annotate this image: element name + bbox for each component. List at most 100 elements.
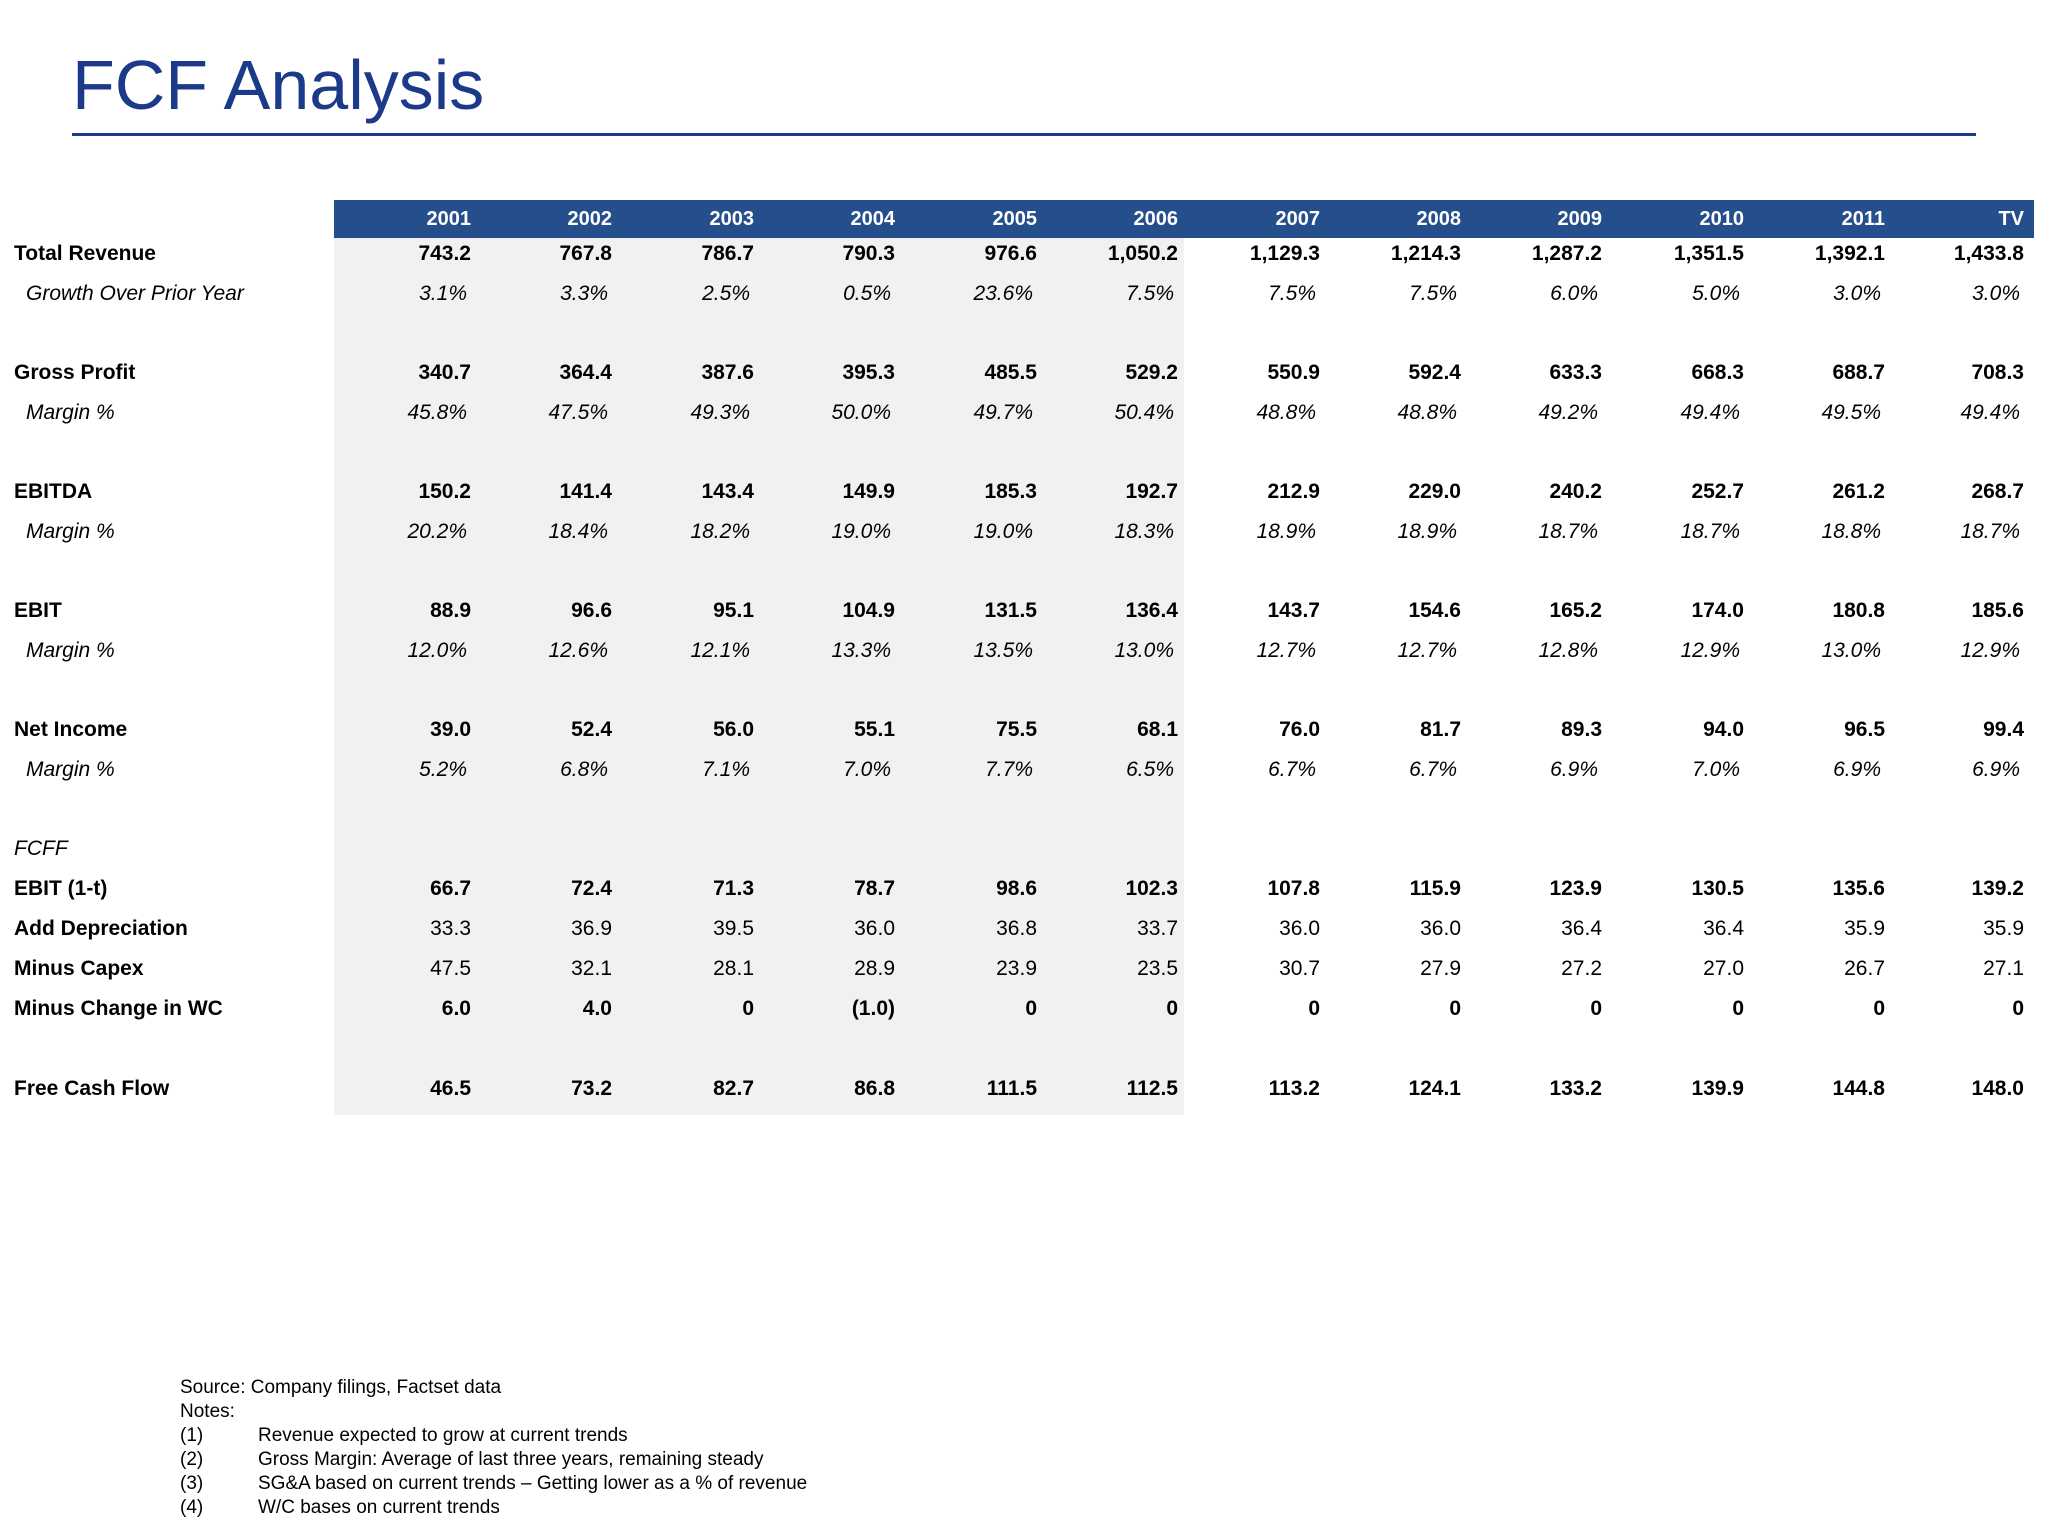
row-label: Growth Over Prior Year [26,282,244,305]
column-header-2003: 2003 [709,208,755,230]
column-header-2006: 2006 [1133,208,1179,230]
table-cell: 50.4% [1114,401,1174,424]
row-label: Add Depreciation [14,917,188,940]
table-cell: 139.9 [1691,1077,1744,1100]
table-row: Margin % 20.2% 18.4% 18.2% 19.0% 19.0% 18.3% 18… [0,512,2048,552]
table-cell: 18.4% [548,520,608,543]
table-cell: 94.0 [1703,718,1744,741]
table-cell: 1,392.1 [1814,242,1885,265]
table-cell: 76.0 [1279,718,1320,741]
table-cell: 6.7% [1409,758,1457,781]
column-header-2008: 2008 [1416,208,1462,230]
table-cell: 633.3 [1549,361,1602,384]
table-cell: 96.6 [571,599,612,622]
table-cell: 3.3% [560,282,608,305]
table-cell: 0.5% [843,282,891,305]
table-cell: 1,214.3 [1390,242,1461,265]
table-cell: 86.8 [854,1077,895,1100]
table-cell: 6.0% [1550,282,1598,305]
table-cell: 6.8% [560,758,608,781]
table-cell: 39.5 [713,917,754,940]
column-header-2005: 2005 [992,208,1038,230]
note-number: (4) [180,1497,204,1518]
table-cell: 0 [1732,997,1744,1020]
table-cell: 150.2 [418,480,471,503]
row-label: Margin % [26,639,115,662]
table-cell: 75.5 [996,718,1037,741]
table-cell: 7.1% [702,758,750,781]
table-cell: 786.7 [701,242,754,265]
table-cell: 7.0% [1692,758,1740,781]
table-cell: 6.0 [441,997,471,1020]
table-cell: 36.0 [1420,917,1461,940]
table-cell: 12.8% [1538,639,1598,662]
row-label: Total Revenue [14,242,156,265]
table-cell: 7.5% [1268,282,1316,305]
table-cell: 36.4 [1561,917,1602,940]
table-cell: 39.0 [430,718,471,741]
table-cell: 6.9% [1550,758,1598,781]
table-cell: 3.0% [1972,282,2020,305]
table-cell: 3.1% [419,282,467,305]
column-header-tv: TV [1998,208,2024,230]
table-row: Net Income 39.0 52.4 56.0 55.1 75.5 68.1 76.0 81… [0,710,2048,750]
table-cell: 18.3% [1114,520,1174,543]
table-cell: 49.2% [1538,401,1598,424]
table-cell: 0 [1449,997,1461,1020]
table-cell: 46.5 [430,1077,471,1100]
table-cell: 3.0% [1833,282,1881,305]
table-cell: 68.1 [1137,718,1178,741]
table-row: Margin % 5.2% 6.8% 7.1% 7.0% 7.7% 6.5% 6.7% 6.7%… [0,750,2048,790]
row-label: Margin % [26,758,115,781]
notes-label: Notes: [180,1401,235,1422]
table-cell: 5.2% [419,758,467,781]
table-cell: 364.4 [559,361,612,384]
table-cell: 7.0% [843,758,891,781]
table-row: FCFF [0,829,2048,869]
table-cell: 89.3 [1561,718,1602,741]
table-cell: 0 [1590,997,1602,1020]
table-cell: 268.7 [1971,480,2024,503]
table-row: Free Cash Flow 46.5 73.2 82.7 86.8 111.5 112.5… [0,1069,2048,1109]
table-cell: 18.2% [690,520,750,543]
table-cell: 790.3 [842,242,895,265]
table-cell: 7.7% [985,758,1033,781]
table-cell: 27.9 [1420,957,1461,980]
table-cell: 143.7 [1267,599,1320,622]
table-cell: 708.3 [1971,361,2024,384]
table-cell: 185.3 [984,480,1037,503]
table-cell: 192.7 [1125,480,1178,503]
table-row: EBIT 88.9 96.6 95.1 104.9 131.5 136.4 143.7 154.… [0,591,2048,631]
table-cell: 124.1 [1408,1077,1461,1100]
column-header-2002: 2002 [567,208,613,230]
column-header-2001: 2001 [426,208,472,230]
page-title: FCF Analysis [72,46,485,124]
table-cell: 592.4 [1408,361,1461,384]
note-text: SG&A based on current trends – Getting l… [258,1473,808,1494]
table-row: Minus Capex 47.5 32.1 28.1 28.9 23.9 23.5 30.7 2… [0,949,2048,989]
table-cell: 36.0 [1279,917,1320,940]
table-cell: 27.1 [1983,957,2024,980]
table-cell: 36.8 [996,917,1037,940]
table-cell: 149.9 [842,480,895,503]
table-cell: 1,050.2 [1107,242,1178,265]
table-cell: 13.0% [1821,639,1881,662]
table-cell: 73.2 [571,1077,612,1100]
table-cell: 252.7 [1691,480,1744,503]
row-label: Net Income [14,718,128,741]
table-cell: 261.2 [1832,480,1885,503]
table-cell: 240.2 [1549,480,1602,503]
table-cell: 55.1 [854,718,895,741]
table-cell: 33.7 [1137,917,1178,940]
table-cell: 6.7% [1268,758,1316,781]
table-cell: 98.6 [996,877,1037,900]
table-cell: 6.5% [1126,758,1174,781]
table-cell: 115.9 [1409,877,1461,900]
table-cell: 767.8 [559,242,612,265]
table-cell: 5.0% [1692,282,1740,305]
table-cell: 743.2 [418,242,471,265]
table-cell: 139.2 [1971,877,2024,900]
note-number: (2) [180,1449,204,1470]
table-cell: 212.9 [1267,480,1320,503]
table-cell: 18.9% [1397,520,1457,543]
